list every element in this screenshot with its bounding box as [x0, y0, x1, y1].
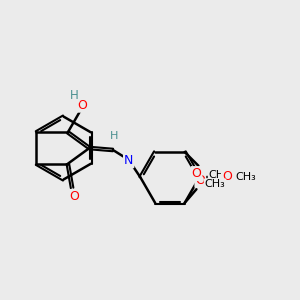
- Text: H: H: [110, 131, 118, 141]
- Text: O: O: [195, 174, 205, 187]
- Text: N: N: [124, 154, 134, 167]
- Text: O: O: [191, 167, 201, 180]
- Text: H: H: [70, 89, 79, 102]
- Text: O: O: [77, 99, 87, 112]
- Text: O: O: [222, 170, 232, 183]
- Text: CH₃: CH₃: [205, 179, 225, 189]
- Text: CH₃: CH₃: [208, 170, 230, 181]
- Text: CH₃: CH₃: [235, 172, 256, 182]
- Text: O: O: [69, 190, 79, 203]
